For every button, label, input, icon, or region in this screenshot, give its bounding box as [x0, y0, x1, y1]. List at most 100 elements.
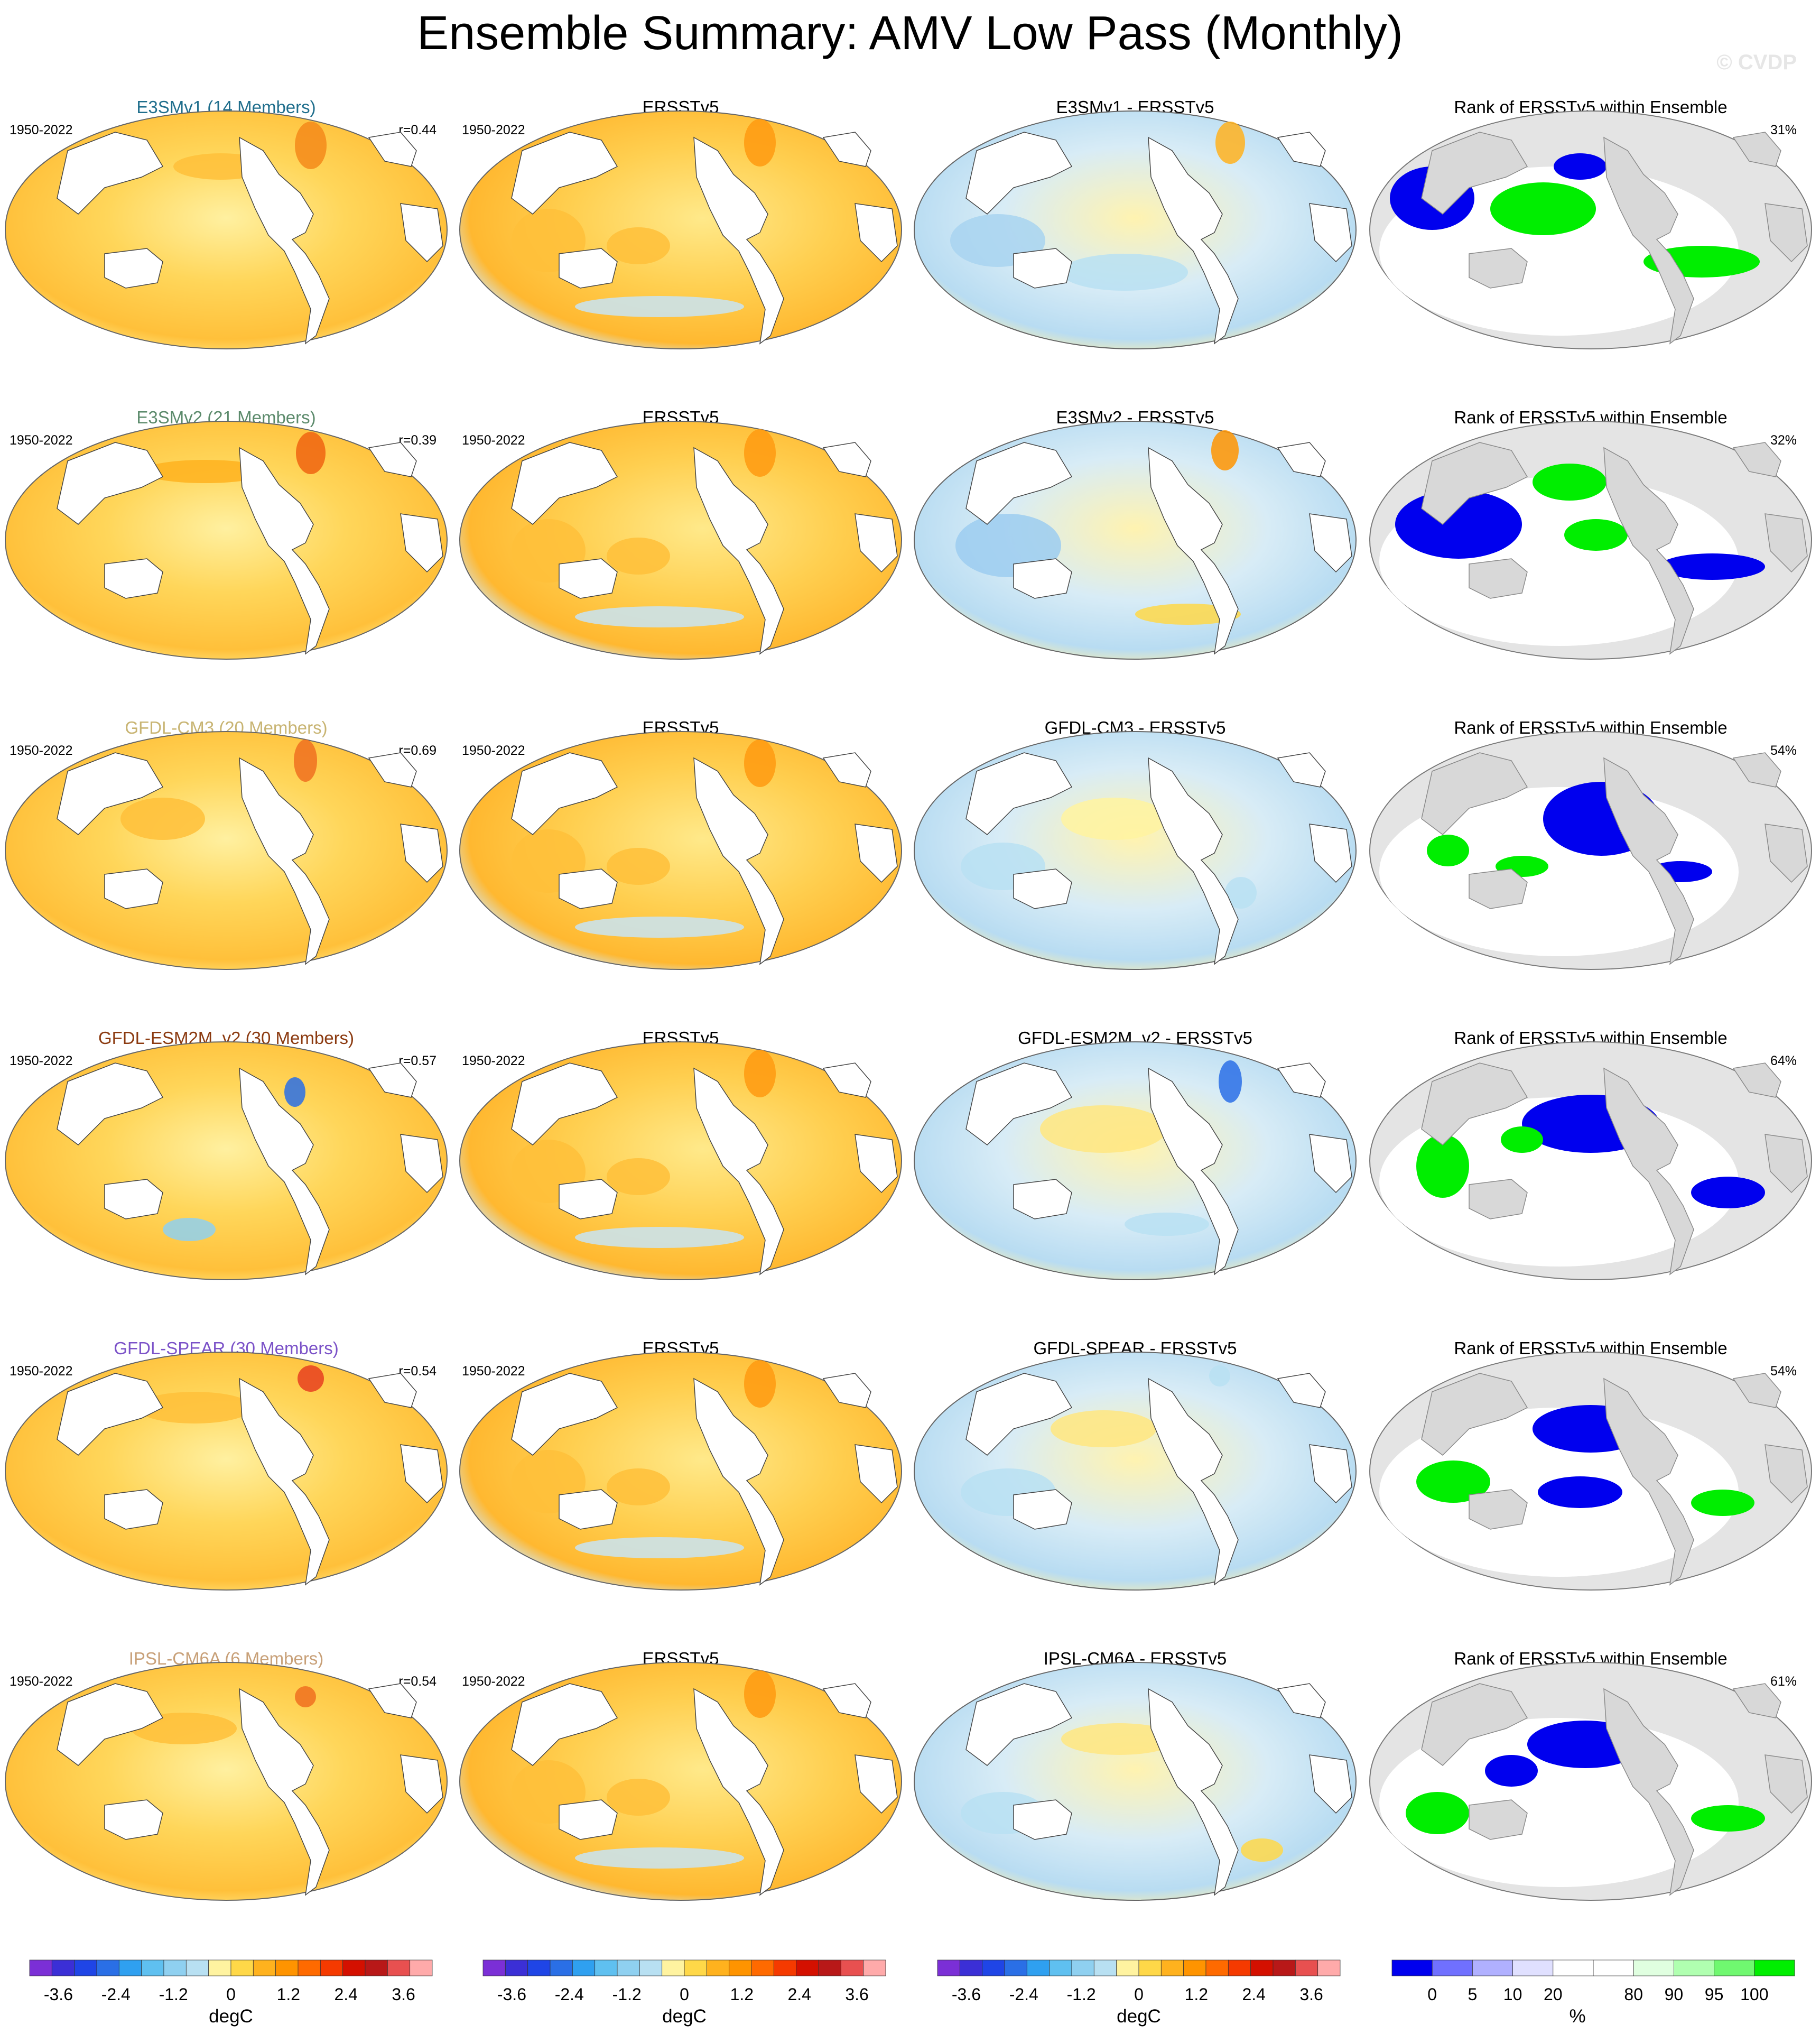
- colorbar-swatch: [840, 1959, 864, 1976]
- period-label: 1950-2022: [10, 1674, 73, 1689]
- colorbar-swatch: [275, 1959, 299, 1976]
- colorbar-tick-label: 10: [1503, 1985, 1522, 2004]
- colorbar-swatch: [1250, 1959, 1274, 1976]
- colorbar-swatch: [320, 1959, 343, 1976]
- anomaly-region: [284, 1077, 305, 1107]
- panel-difference: IPSL-CM6A - ERSSTv5: [914, 1649, 1357, 1901]
- colorbar-tick-label: 3.6: [1299, 1985, 1323, 2004]
- continent-shape: [1148, 1688, 1239, 1896]
- continent-shape: [822, 752, 871, 788]
- continent-shape: [1732, 1373, 1781, 1408]
- continent-shape: [1309, 513, 1352, 573]
- panel-difference: GFDL-ESM2M_v2 - ERSSTv5: [914, 1028, 1357, 1280]
- colorbar-swatch: [1093, 1959, 1117, 1976]
- continent-shape: [1421, 442, 1528, 525]
- anomaly-region: [575, 1847, 744, 1869]
- cvdp-watermark: © CVDP: [1716, 51, 1797, 74]
- rank-low-area: [1485, 1755, 1538, 1787]
- colorbar-swatch: [684, 1959, 707, 1976]
- continent-shape: [1603, 136, 1694, 345]
- continent-shape: [1309, 1754, 1352, 1814]
- colorbar-swatch: [527, 1959, 551, 1976]
- colorbar-tick-label: 2.4: [334, 1985, 357, 2004]
- anomaly-region: [607, 848, 670, 885]
- continent-shape: [1013, 1489, 1072, 1530]
- anomaly-region: [1061, 798, 1167, 840]
- rank-high-area: [1490, 182, 1596, 235]
- continent-shape: [511, 1062, 618, 1145]
- anomaly-region: [120, 798, 205, 840]
- continent-shape: [239, 1378, 330, 1586]
- panel-model-mean: E3SMv2 (21 Members)1950-2022 r=0.39: [5, 408, 448, 660]
- continent-shape: [1765, 1134, 1808, 1194]
- continent-shape: [693, 1067, 784, 1275]
- continent-shape: [1765, 1444, 1808, 1504]
- continent-shape: [511, 1683, 618, 1766]
- colorbar-swatch: [550, 1959, 573, 1976]
- anomaly-region: [607, 538, 670, 575]
- continent-shape: [1013, 1799, 1072, 1840]
- rank-percent-label: 64%: [1770, 1053, 1797, 1068]
- rank-low-area: [1659, 553, 1765, 580]
- colorbar-tick-label: 0: [1134, 1985, 1144, 2004]
- colorbar-swatch: [1391, 1959, 1433, 1976]
- rank-high-area: [1416, 1134, 1469, 1198]
- anomaly-region: [1135, 604, 1241, 625]
- continent-shape: [855, 513, 898, 573]
- colorbar-units: degC: [1117, 2006, 1161, 2027]
- anomaly-region: [1125, 1213, 1209, 1236]
- figure-title: Ensemble Summary: AMV Low Pass (Monthly): [417, 7, 1403, 60]
- colorbar-swatch: [51, 1959, 75, 1976]
- continent-shape: [104, 1799, 163, 1840]
- colorbar-swatch: [1004, 1959, 1027, 1976]
- rank-percent-label: 32%: [1770, 433, 1797, 448]
- continent-shape: [239, 1688, 330, 1896]
- colorbar-tick-label: -1.2: [1067, 1985, 1096, 2004]
- correlation-label: r=0.39: [398, 433, 437, 448]
- anomaly-region: [744, 1360, 776, 1408]
- colorbar-swatch: [208, 1959, 231, 1976]
- rank-percent-label: 61%: [1770, 1674, 1797, 1689]
- continent-shape: [1309, 203, 1352, 263]
- continent-shape: [693, 1378, 784, 1586]
- colorbar-swatch: [29, 1959, 52, 1976]
- continent-shape: [855, 1134, 898, 1194]
- colorbar-units: %: [1569, 2006, 1585, 2027]
- continent-shape: [1765, 1754, 1808, 1814]
- continent-shape: [559, 248, 618, 289]
- continent-shape: [1013, 1179, 1072, 1219]
- colorbar-swatch: [1071, 1959, 1094, 1976]
- continent-shape: [822, 132, 871, 167]
- continent-shape: [965, 1062, 1073, 1145]
- rank-high-area: [1406, 1792, 1469, 1834]
- anomaly-region: [607, 1779, 670, 1816]
- colorbar-tick-label: 2.4: [787, 1985, 811, 2004]
- colorbar-swatch: [1754, 1959, 1795, 1976]
- rank-percent-label: 54%: [1770, 1364, 1797, 1379]
- continent-shape: [965, 132, 1073, 215]
- colorbar-swatch: [1049, 1959, 1072, 1976]
- colorbar-swatch: [298, 1959, 321, 1976]
- rank-high-area: [1501, 1126, 1543, 1153]
- colorbar-swatch: [863, 1959, 886, 1976]
- colorbar-swatch: [141, 1959, 164, 1976]
- continent-shape: [1603, 757, 1694, 965]
- continent-shape: [965, 442, 1073, 525]
- rank-high-area: [1691, 1490, 1754, 1516]
- colorbar-swatch: [1160, 1959, 1184, 1976]
- continent-shape: [511, 132, 618, 215]
- continent-shape: [559, 868, 618, 909]
- correlation-label: r=0.69: [398, 743, 437, 758]
- period-label: 1950-2022: [462, 1364, 525, 1379]
- continent-shape: [239, 447, 330, 655]
- continent-shape: [368, 1683, 417, 1718]
- rank-high-area: [1691, 1805, 1765, 1832]
- anomaly-region: [1225, 877, 1257, 909]
- period-label: 1950-2022: [10, 743, 73, 758]
- rank-high-area: [1427, 835, 1469, 866]
